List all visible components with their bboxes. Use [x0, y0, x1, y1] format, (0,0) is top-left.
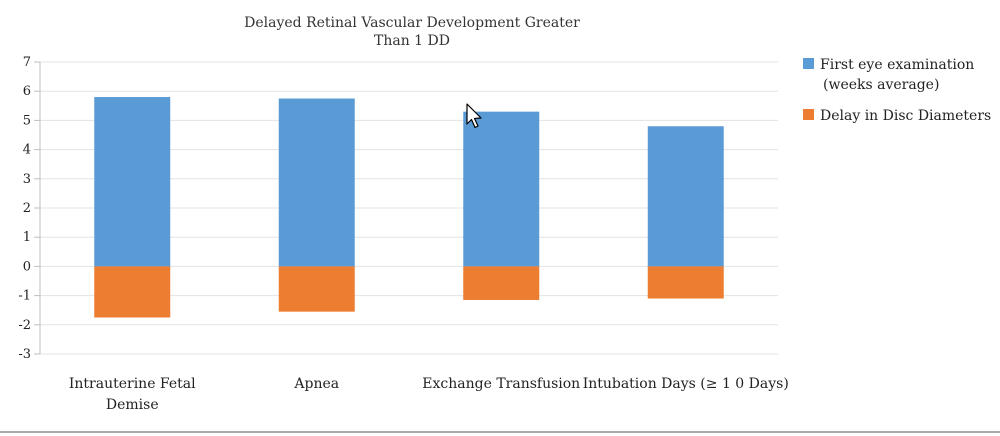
legend-label: Delay in Disc Diameters [820, 108, 991, 124]
bar-series-1-category-2 [278, 98, 355, 267]
bars [94, 97, 724, 318]
legend-swatch [803, 58, 814, 69]
y-tick-label: -1 [18, 289, 31, 304]
x-category-label: Intrauterine Fetal [69, 376, 196, 392]
legend-label: First eye examination [820, 57, 974, 73]
legend-label: (weeks average) [823, 77, 939, 93]
bar-series-2-category-3 [463, 266, 540, 300]
y-tick-label: 5 [23, 113, 31, 128]
legend: First eye examination (weeks average) Dela… [803, 57, 991, 124]
bar-series-2-category-4 [647, 266, 724, 299]
y-tick-label: -2 [18, 318, 31, 333]
y-axis: 7 6 5 4 3 2 1 0 -1 -2 -3 [18, 55, 41, 362]
y-tick-label: -3 [18, 347, 31, 362]
y-tick-label: 4 [23, 143, 31, 158]
mouse-pointer-icon [466, 103, 482, 129]
y-tick-label: 1 [23, 230, 31, 245]
y-tick-label: 6 [23, 84, 31, 99]
legend-swatch [803, 109, 814, 120]
bar-series-2-category-2 [278, 266, 355, 312]
y-tick-label: 2 [23, 201, 31, 216]
y-tick-label: 0 [23, 259, 31, 274]
chart-title-line-1: Delayed Retinal Vascular Development Gre… [244, 15, 580, 31]
bar-series-1-category-1 [94, 97, 171, 267]
x-category-label: Apnea [293, 376, 339, 392]
x-category-label: Exchange Transfusion [422, 376, 580, 392]
y-tick-label: 3 [23, 172, 31, 187]
bar-series-1-category-3 [463, 111, 540, 267]
y-tick-label: 7 [23, 55, 31, 70]
bar-series-1-category-4 [647, 126, 724, 267]
chart-title-line-2: Than 1 DD [374, 33, 450, 49]
x-category-label: Demise [106, 397, 159, 413]
x-category-label: Intubation Days (≥ 1 0 Days) [583, 376, 789, 392]
x-axis-labels: Intrauterine Fetal Demise Apnea Exchange Tr… [69, 376, 789, 413]
bar-series-2-category-1 [94, 266, 171, 318]
chart-title: Delayed Retinal Vascular Development Gre… [244, 15, 580, 49]
